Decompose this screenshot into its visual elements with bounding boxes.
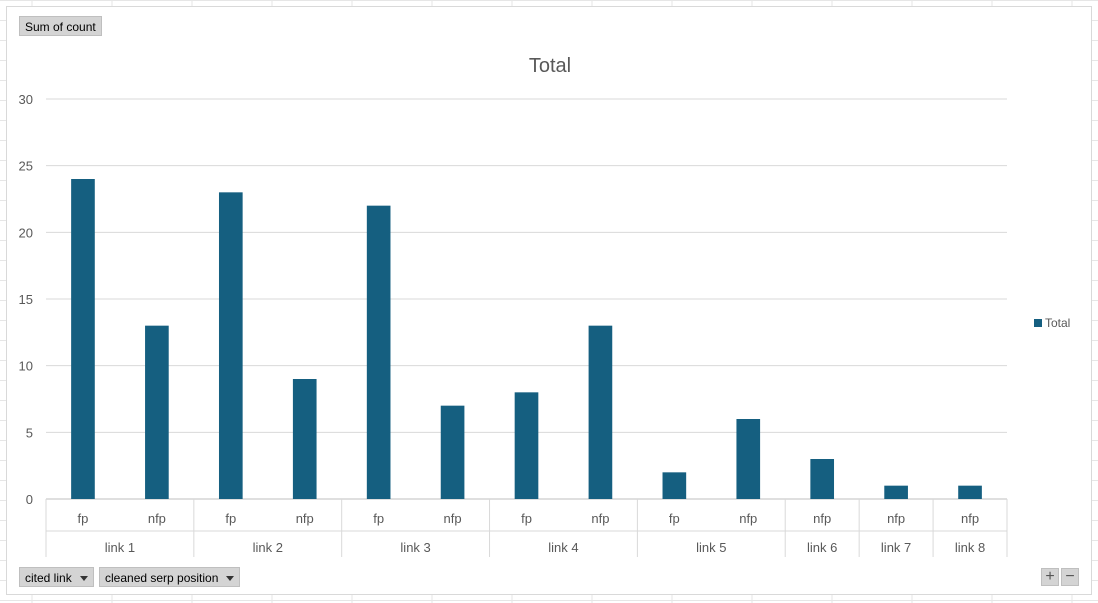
y-tick-label: 15 <box>19 292 33 307</box>
chevron-down-icon <box>79 576 88 582</box>
y-axis-ticks: 0 5 10 15 20 25 30 <box>19 92 33 507</box>
y-tick-label: 25 <box>19 159 33 174</box>
legend-label: Total <box>1045 316 1070 330</box>
bar <box>440 405 465 499</box>
bar <box>810 459 835 499</box>
legend-swatch <box>1034 319 1042 327</box>
x-group-label: link 5 <box>696 540 726 555</box>
legend: Total <box>1034 316 1070 330</box>
bar <box>662 472 687 499</box>
values-field-button[interactable]: Sum of count <box>19 16 102 36</box>
x-category-label: fp <box>521 511 532 526</box>
x-category-label: fp <box>669 511 680 526</box>
x-category-label: nfp <box>813 511 831 526</box>
x-group-label: link 3 <box>400 540 430 555</box>
x-group-label: link 2 <box>253 540 283 555</box>
x-category-label: nfp <box>296 511 314 526</box>
x-group-label: link 6 <box>807 540 837 555</box>
x-axis: fp nfp fp nfp fp nfp fp nfp fp nfp nfp nfp nfp link 1… <box>45 499 1008 557</box>
bar <box>366 205 391 499</box>
cited-link-field-button[interactable]: cited link <box>19 567 94 587</box>
serp-position-field-button[interactable]: cleaned serp position <box>99 567 241 587</box>
x-category-label: nfp <box>148 511 166 526</box>
x-category-label: nfp <box>591 511 609 526</box>
pivot-chart-area[interactable] <box>6 6 1092 595</box>
y-tick-label: 20 <box>19 225 33 240</box>
x-category-label: nfp <box>444 511 462 526</box>
bar <box>588 325 613 499</box>
chart-title: Total <box>529 55 571 77</box>
x-category-label: nfp <box>887 511 905 526</box>
x-category-label: nfp <box>739 511 757 526</box>
collapse-field-button[interactable]: − <box>1061 568 1079 586</box>
x-group-label: link 4 <box>548 540 578 555</box>
y-tick-label: 5 <box>26 425 33 440</box>
y-tick-label: 30 <box>19 92 33 107</box>
x-group-label: link 1 <box>105 540 135 555</box>
x-category-label: fp <box>373 511 384 526</box>
cited-link-field-label: cited link <box>25 571 72 585</box>
bar <box>145 325 169 499</box>
chevron-down-icon <box>226 576 235 582</box>
serp-position-field-label: cleaned serp position <box>105 571 219 585</box>
bar <box>514 392 539 499</box>
bars <box>71 179 982 500</box>
x-category-label: fp <box>78 511 89 526</box>
bar <box>71 179 95 499</box>
bar <box>218 192 243 500</box>
y-tick-label: 10 <box>19 359 33 374</box>
bar <box>958 485 982 499</box>
x-group-label: link 8 <box>955 540 985 555</box>
expand-field-button[interactable]: + <box>1041 568 1059 586</box>
y-tick-label: 0 <box>26 492 33 507</box>
bar <box>736 419 761 499</box>
x-category-label: nfp <box>961 511 979 526</box>
bar <box>884 485 908 499</box>
y-gridlines <box>46 98 1007 500</box>
bar <box>292 379 317 499</box>
x-category-label: fp <box>225 511 236 526</box>
x-group-label: link 7 <box>881 540 911 555</box>
